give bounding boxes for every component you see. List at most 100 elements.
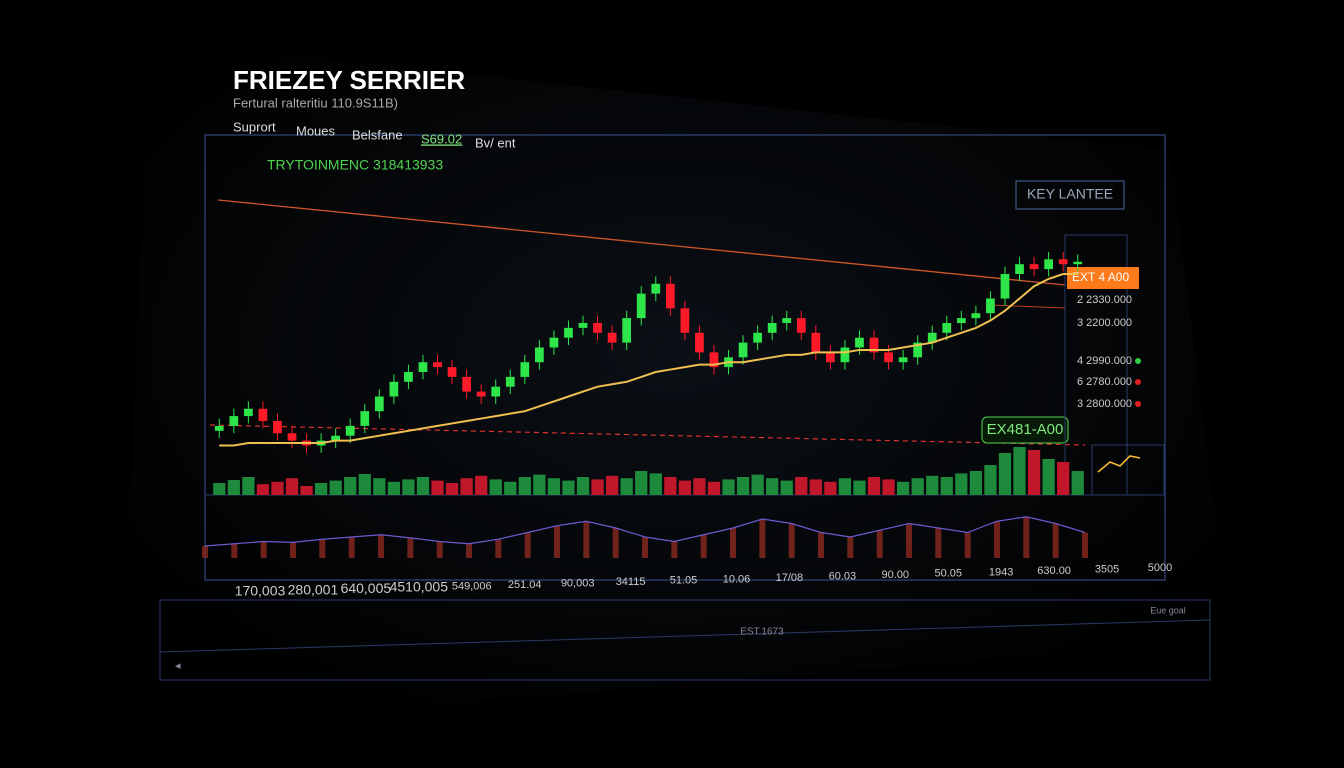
candle-body [520, 362, 530, 377]
volume-bar [591, 479, 604, 495]
candle-body [229, 416, 239, 426]
volume-bar [969, 471, 982, 495]
volume-bar [897, 481, 910, 495]
mini-chart [1091, 444, 1165, 496]
volume-bar [1057, 462, 1070, 495]
candle-body [1073, 261, 1083, 265]
x-tick-label: 3505 [1095, 564, 1119, 576]
x-tick-label: 10.06 [723, 573, 751, 585]
volume-bar [489, 479, 502, 495]
volume-bar [547, 478, 561, 495]
volume-bar [387, 481, 400, 495]
volume-bar [998, 453, 1012, 495]
candle-body [898, 357, 908, 363]
candle-body [549, 337, 559, 348]
volume-bar [533, 474, 546, 495]
candle-body [913, 342, 923, 358]
volume-bar [1027, 450, 1041, 495]
menu-item[interactable]: S69.02 [421, 131, 462, 146]
volume-bar [664, 477, 677, 495]
candle-body [840, 347, 850, 363]
side-active-box[interactable] [1067, 267, 1139, 289]
side-active[interactable]: EXT 4 A00 [1072, 270, 1129, 284]
volume-bar [213, 483, 226, 495]
side-row[interactable]: 6 2780.000 [1077, 376, 1132, 388]
footer-line [159, 619, 1211, 653]
candle-body [447, 367, 457, 377]
candle-body [695, 332, 704, 353]
candle-body [869, 337, 879, 353]
candle-body [462, 376, 471, 392]
volume-bar [285, 478, 299, 495]
x-tick-label: 280,001 [288, 581, 339, 597]
level-line [989, 304, 1066, 309]
volume-bar [649, 473, 662, 495]
candle-body [622, 318, 632, 343]
volume-bar [504, 481, 517, 495]
x-tick-label: 549,006 [452, 580, 492, 592]
side-row[interactable]: 3 2800.000 [1077, 398, 1132, 410]
volume-bar [707, 481, 721, 495]
candle-body [709, 352, 719, 368]
x-tick-label: 640,005 [341, 580, 392, 596]
volume-bar [882, 479, 895, 495]
candle-body [505, 376, 515, 387]
footer-icon[interactable]: ◂ [175, 660, 181, 672]
candle-body [971, 313, 981, 319]
menu-item[interactable]: Belsfane [352, 127, 403, 142]
x-tick-label: 170,003 [235, 583, 286, 599]
menu-item[interactable]: Bv/ ent [475, 135, 516, 150]
x-tick-label: 251.04 [508, 579, 542, 591]
candle-body [680, 308, 690, 333]
osc-line [204, 516, 1086, 547]
x-tick-label: 50.05 [934, 568, 962, 580]
side-row[interactable]: 2 2330.000 [1077, 294, 1132, 306]
x-tick-label: 4510,005 [390, 579, 449, 595]
volume-bar [926, 475, 939, 495]
volume-bar [256, 484, 270, 495]
candle-body [244, 408, 253, 417]
side-row[interactable]: 4 2990.000 [1077, 355, 1132, 367]
x-tick-label: 90,003 [561, 578, 595, 590]
tag-box [981, 416, 1069, 444]
menu-item[interactable]: Suprort [233, 119, 276, 134]
volume-bar [315, 483, 328, 495]
volume-bar [460, 478, 473, 495]
footer-right: Eue goal [1150, 605, 1186, 615]
side-dot [1135, 379, 1141, 385]
tag: EX481-A00 [987, 421, 1064, 438]
candle-body [855, 337, 864, 348]
candle-body [214, 425, 224, 431]
candle-body [811, 332, 821, 353]
volume-bar [838, 478, 852, 495]
support-line [209, 424, 1086, 446]
candle-body [374, 396, 384, 412]
volume-bar [853, 480, 866, 495]
candle-body [564, 327, 573, 338]
candle-body [738, 342, 748, 358]
volume-bar [693, 478, 706, 495]
volume-bar [416, 477, 430, 495]
x-tick-label: 34115 [616, 576, 646, 588]
candle-body [287, 433, 297, 441]
volume-bar [227, 480, 240, 495]
volume-bar [562, 480, 575, 495]
volume-bar [911, 478, 924, 495]
candle-body [1015, 264, 1024, 274]
volume-bar [751, 474, 764, 495]
volume-bar [475, 475, 488, 495]
candle-body [345, 425, 355, 436]
candle-body [535, 347, 544, 363]
volume-bar [809, 479, 822, 495]
volume-bar [271, 481, 284, 495]
menu-item[interactable]: Moues [296, 123, 336, 138]
candle-body [927, 332, 937, 343]
candle-body [404, 372, 413, 382]
candle-body [258, 408, 268, 421]
side-row[interactable]: 3 2200.000 [1077, 317, 1132, 329]
volume-bar [984, 465, 997, 495]
volume-bar [576, 477, 590, 495]
candle-body [578, 323, 588, 328]
